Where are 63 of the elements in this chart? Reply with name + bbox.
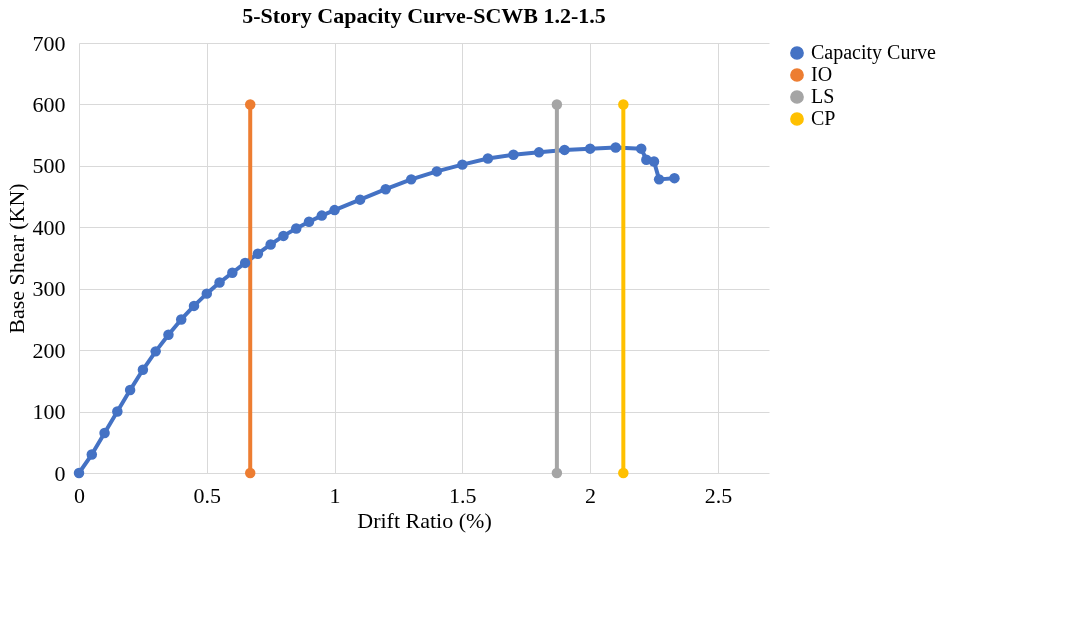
point: [137, 364, 149, 376]
y-tick-label: 400: [32, 214, 66, 240]
legend-label: CP: [811, 107, 836, 129]
x-tick-label: 0: [74, 482, 85, 508]
point: [610, 142, 621, 153]
point: [244, 467, 256, 479]
point: [227, 267, 238, 278]
x-tick-label: 1.5: [449, 482, 477, 508]
y-tick-label: 100: [32, 399, 66, 425]
y-tick-label: 300: [32, 276, 66, 302]
point: [150, 346, 161, 357]
point: [244, 99, 256, 110]
point: [551, 99, 563, 110]
y-tick-label: 700: [32, 30, 66, 56]
chart-title: 5-Story Capacity Curve-SCWB 1.2-1.5: [242, 3, 606, 28]
point: [551, 467, 563, 479]
point: [380, 183, 391, 195]
point: [290, 223, 302, 234]
point: [303, 216, 315, 227]
point: [214, 277, 225, 288]
legend-label: LS: [811, 85, 835, 107]
point: [635, 143, 647, 154]
point: [112, 406, 123, 417]
x-axis-title: Drift Ratio (%): [357, 507, 492, 533]
point: [508, 149, 519, 161]
point: [648, 156, 660, 167]
point: [431, 166, 443, 177]
x-tick-label: 1: [329, 482, 341, 508]
point: [482, 153, 494, 164]
point: [201, 288, 213, 299]
point: [653, 174, 665, 185]
x-tick-label: 2: [585, 482, 597, 508]
point: [265, 239, 276, 250]
y-tick-label: 500: [32, 153, 66, 179]
point: [584, 143, 596, 154]
point: [533, 147, 545, 158]
point: [457, 159, 468, 170]
legend-label: IO: [811, 63, 833, 85]
y-axis-title: Base Shear (KN): [3, 183, 29, 334]
point: [175, 314, 187, 325]
point: [559, 144, 570, 156]
point: [354, 194, 366, 205]
point: [252, 248, 264, 259]
point: [73, 467, 85, 479]
point: [618, 467, 629, 479]
point: [618, 99, 629, 110]
point: [188, 300, 200, 312]
legend-label: Capacity Curve: [811, 41, 937, 64]
point: [405, 174, 417, 185]
y-tick-label: 0: [54, 460, 66, 486]
point: [99, 427, 110, 439]
point: [278, 230, 289, 242]
point: [124, 384, 136, 396]
point: [86, 449, 98, 460]
x-tick-label: 2.5: [704, 482, 733, 508]
point: [163, 329, 174, 341]
point: [239, 257, 251, 269]
x-tick-label: 0.5: [193, 482, 222, 508]
y-tick-label: 600: [32, 91, 66, 117]
point: [669, 172, 680, 184]
y-tick-label: 200: [32, 337, 66, 363]
point: [316, 210, 328, 221]
point: [329, 204, 340, 216]
